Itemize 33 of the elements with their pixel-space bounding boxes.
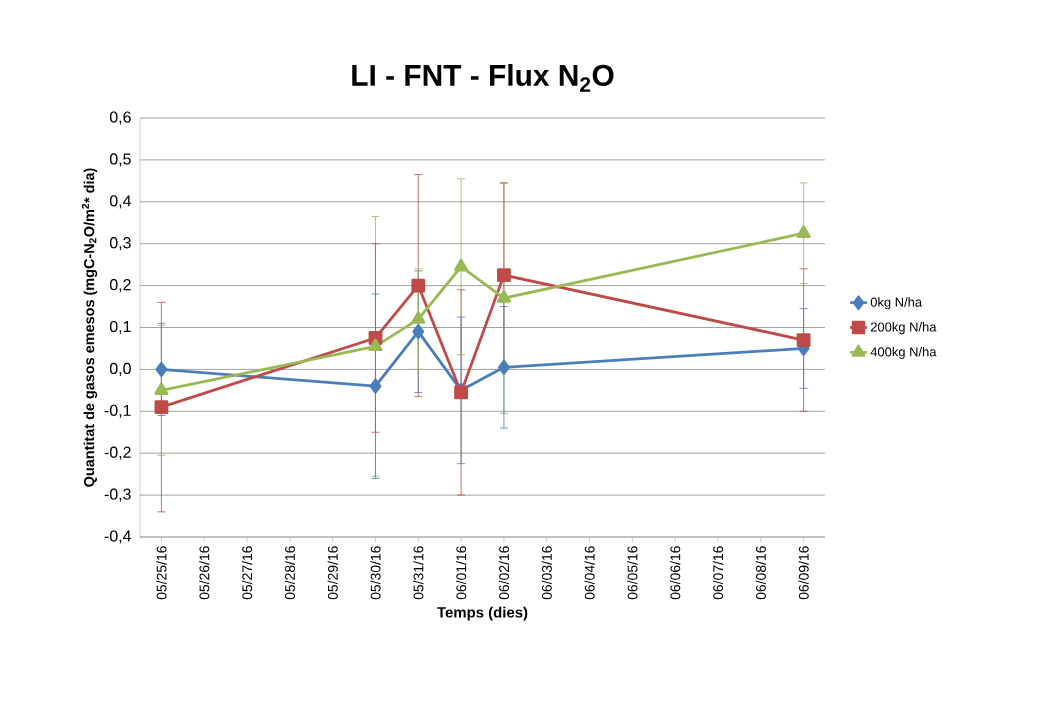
x-tick-label: 05/27/16 [241, 546, 253, 600]
x-tick-label: 05/31/16 [413, 546, 424, 600]
x-axis-title: Temps (dies) [437, 606, 528, 621]
x-tick-label: 05/28/16 [284, 546, 295, 600]
y-tick-label: 0,0 [109, 362, 131, 376]
y-axis-title: Quantitat de gasos emesos (mgC-N$_{2}$O/m$^{2}$* dia) [81, 168, 98, 487]
y-tick-label: -0,2 [104, 446, 131, 460]
y-tick-label: 0,1 [109, 320, 131, 335]
legend-label: 400kg N/ha [870, 346, 937, 359]
y-tick-label: 0,3 [109, 237, 131, 251]
y-tick-label: -0,3 [104, 488, 131, 502]
y-tick-label: 0,4 [109, 195, 132, 209]
x-tick-label: 05/30/16 [370, 546, 381, 600]
x-tick-label: 06/08/16 [755, 546, 766, 600]
x-tick-label: 05/26/16 [199, 546, 210, 600]
x-tick-label: 06/07/16 [712, 546, 724, 600]
x-tick-label: 06/06/16 [670, 546, 681, 600]
x-tick-label: 06/02/16 [498, 546, 510, 600]
y-tick-label: 0,5 [109, 153, 131, 167]
y-tick-label: -0,1 [104, 404, 131, 418]
y-tick-label: 0,6 [109, 111, 131, 125]
x-tick-label: 05/25/16 [156, 546, 167, 600]
legend-label: 200kg N/ha [870, 322, 937, 335]
x-tick-label: 06/09/16 [798, 546, 809, 600]
x-tick-label: 05/29/16 [327, 546, 338, 600]
chart-title: LI - FNT - Flux N$_{2}$O [352, 64, 614, 92]
y-tick-label: -0,4 [104, 530, 132, 544]
x-tick-label: 06/01/16 [455, 546, 467, 600]
x-tick-label: 06/04/16 [584, 546, 595, 600]
x-tick-label: 06/03/16 [541, 546, 552, 600]
legend-label: 0kg N/ha [870, 297, 923, 310]
y-tick-label: 0,2 [109, 279, 131, 293]
x-tick-label: 06/05/16 [627, 546, 638, 600]
